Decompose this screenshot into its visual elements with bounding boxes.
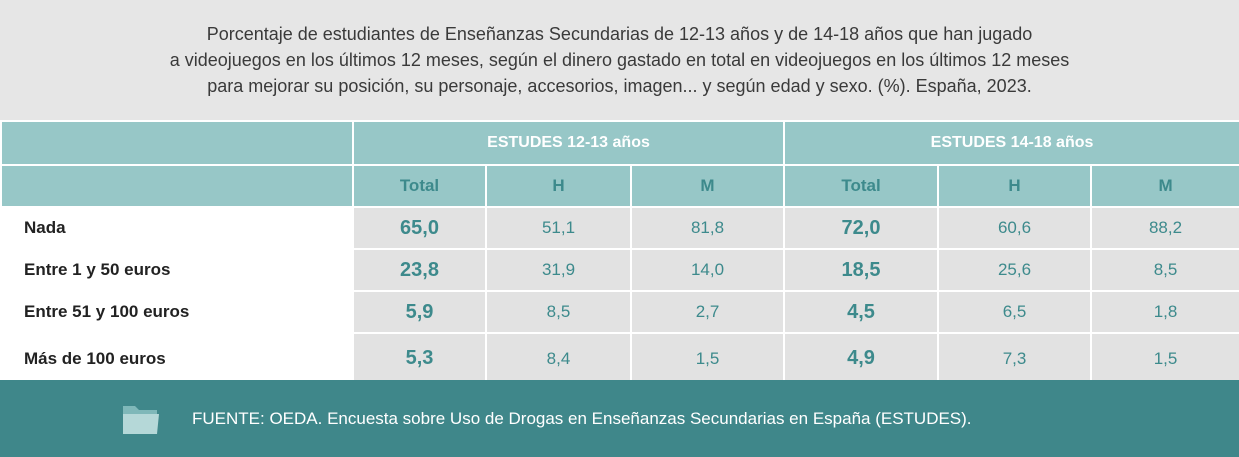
cell-value: 7,3	[937, 332, 1093, 383]
cell-value: 1,8	[1090, 290, 1239, 334]
col-header-h: H	[937, 164, 1093, 208]
col-header-h: H	[485, 164, 632, 208]
row-label: Nada	[0, 206, 354, 250]
col-header-m: M	[629, 164, 786, 208]
cell-value: 60,6	[937, 206, 1093, 250]
table-row: Más de 100 euros 5,3 8,4 1,5 4,9 7,3 1,5	[0, 332, 1239, 383]
cell-value: 1,5	[629, 332, 786, 383]
cell-total: 5,3	[352, 332, 487, 383]
cell-value: 2,7	[629, 290, 786, 334]
cell-total: 4,9	[783, 332, 940, 383]
cell-total: 23,8	[352, 248, 487, 292]
table-title: Porcentaje de estudiantes de Enseñanzas …	[169, 24, 1070, 96]
cell-value: 8,5	[1090, 248, 1239, 292]
cell-value: 1,5	[1090, 332, 1239, 383]
table-title-band: Porcentaje de estudiantes de Enseñanzas …	[0, 0, 1239, 120]
cell-total: 5,9	[352, 290, 487, 334]
cell-total: 65,0	[352, 206, 487, 250]
table-row: Entre 1 y 50 euros 23,8 31,9 14,0 18,5 2…	[0, 248, 1239, 292]
cell-value: 31,9	[485, 248, 632, 292]
sub-header-row: Total H M Total H M	[0, 164, 1239, 208]
cell-value: 51,1	[485, 206, 632, 250]
row-label: Entre 1 y 50 euros	[0, 248, 354, 292]
row-label: Más de 100 euros	[0, 332, 354, 383]
cell-total: 4,5	[783, 290, 940, 334]
source-text: FUENTE: OEDA. Encuesta sobre Uso de Drog…	[192, 408, 972, 428]
row-label: Entre 51 y 100 euros	[0, 290, 354, 334]
col-header-total: Total	[352, 164, 487, 208]
table-row: Entre 51 y 100 euros 5,9 8,5 2,7 4,5 6,5…	[0, 290, 1239, 334]
cell-value: 81,8	[629, 206, 786, 250]
col-header-total: Total	[783, 164, 940, 208]
cell-value: 88,2	[1090, 206, 1239, 250]
table-row: Nada 65,0 51,1 81,8 72,0 60,6 88,2	[0, 206, 1239, 250]
cell-total: 18,5	[783, 248, 940, 292]
folder-icon	[123, 406, 159, 434]
group-header-row: ESTUDES 12-13 años ESTUDES 14-18 años	[0, 120, 1239, 166]
group-header-12-13: ESTUDES 12-13 años	[351, 120, 786, 166]
header-blank-cell	[0, 120, 354, 166]
data-table: ESTUDES 12-13 años ESTUDES 14-18 años To…	[0, 120, 1239, 383]
group-header-14-18: ESTUDES 14-18 años	[783, 120, 1239, 166]
col-header-m: M	[1090, 164, 1239, 208]
source-footer: FUENTE: OEDA. Encuesta sobre Uso de Drog…	[0, 380, 1239, 457]
cell-value: 8,5	[485, 290, 632, 334]
cell-total: 72,0	[783, 206, 940, 250]
header-blank-cell	[0, 164, 354, 208]
cell-value: 6,5	[937, 290, 1093, 334]
cell-value: 14,0	[629, 248, 786, 292]
cell-value: 8,4	[485, 332, 632, 383]
cell-value: 25,6	[937, 248, 1093, 292]
